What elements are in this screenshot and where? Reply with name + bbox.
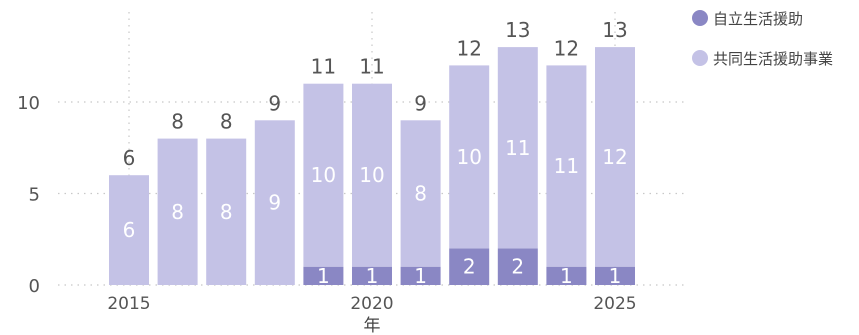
- bar-segment-label: 8: [414, 182, 427, 206]
- legend-swatch-icon: [692, 50, 708, 66]
- y-tick-label: 5: [29, 185, 40, 206]
- x-tick-label: 2020: [350, 294, 393, 314]
- bar-segment-group-home: [254, 120, 295, 285]
- legend: 自立生活援助 共同生活援助事業: [692, 8, 833, 88]
- legend-swatch-icon: [692, 10, 708, 26]
- bar-segment-independent-living: [449, 248, 490, 285]
- y-tick-label: 10: [17, 93, 40, 114]
- bar-segment-label: 1: [560, 264, 573, 288]
- x-tick-label: 2015: [107, 294, 150, 314]
- y-tick-label: 0: [29, 276, 40, 297]
- bar-segment-label: 1: [317, 264, 330, 288]
- x-axis-ticks: 2015 2020 2025: [107, 294, 636, 314]
- bar-segment-label: 2: [463, 255, 476, 279]
- bar-total-label: 11: [311, 55, 336, 79]
- bar-segment-label: 10: [359, 163, 384, 187]
- y-axis-ticks: 0 5 10: [17, 93, 40, 297]
- bar-segment-label: 9: [268, 191, 281, 215]
- bar-labels: 6688889911011110111892101221113111121121…: [123, 18, 628, 288]
- bar-segment-independent-living: [595, 266, 635, 285]
- bar-segment-independent-living: [352, 266, 392, 285]
- bar-segment-label: 6: [123, 218, 136, 242]
- bar-segment-group-home: [595, 47, 635, 267]
- bar-segment-label: 12: [602, 145, 627, 169]
- bar-segment-independent-living: [303, 266, 344, 285]
- bar-segment-label: 1: [366, 264, 379, 288]
- bar-total-label: 11: [359, 55, 384, 79]
- bar-segment-independent-living: [497, 248, 538, 285]
- bar-segment-group-home: [546, 65, 587, 267]
- bar-total-label: 8: [171, 110, 184, 134]
- bar-total-label: 8: [220, 110, 233, 134]
- bar-segment-group-home: [157, 138, 198, 285]
- bar-total-label: 9: [268, 91, 281, 115]
- bar-segment-independent-living: [546, 266, 587, 285]
- legend-label: 自立生活援助: [713, 9, 804, 28]
- bar-segment-group-home: [352, 83, 392, 267]
- bar-segment-group-home: [449, 65, 490, 249]
- x-axis-label: 年: [364, 316, 381, 335]
- bar-total-label: 13: [505, 18, 530, 42]
- legend-item-independent-living[interactable]: 自立生活援助: [692, 8, 833, 28]
- bar-segment-label: 11: [505, 136, 530, 160]
- bar-segment-group-home: [109, 175, 149, 285]
- bar-segment-group-home: [303, 83, 344, 267]
- bar-segment-group-home: [497, 47, 538, 249]
- bar-segment-label: 10: [311, 163, 336, 187]
- bar-total-label: 9: [414, 91, 427, 115]
- bar-total-label: 6: [123, 146, 136, 170]
- bars: [109, 47, 635, 285]
- bar-segment-label: 8: [171, 200, 184, 224]
- x-tick-label: 2025: [593, 294, 636, 314]
- bar-segment-label: 1: [609, 264, 622, 288]
- bar-segment-label: 11: [554, 154, 579, 178]
- bar-segment-group-home: [206, 138, 247, 285]
- legend-item-group-home[interactable]: 共同生活援助事業: [692, 48, 833, 68]
- bar-total-label: 12: [456, 36, 481, 60]
- bar-total-label: 13: [602, 18, 627, 42]
- legend-label: 共同生活援助事業: [713, 49, 834, 68]
- bar-segment-label: 1: [414, 264, 427, 288]
- bar-segment-independent-living: [400, 266, 441, 285]
- bar-segment-group-home: [400, 120, 441, 267]
- bar-segment-label: 10: [456, 145, 481, 169]
- bar-segment-label: 8: [220, 200, 233, 224]
- bar-total-label: 12: [554, 36, 579, 60]
- bar-segment-label: 2: [511, 255, 524, 279]
